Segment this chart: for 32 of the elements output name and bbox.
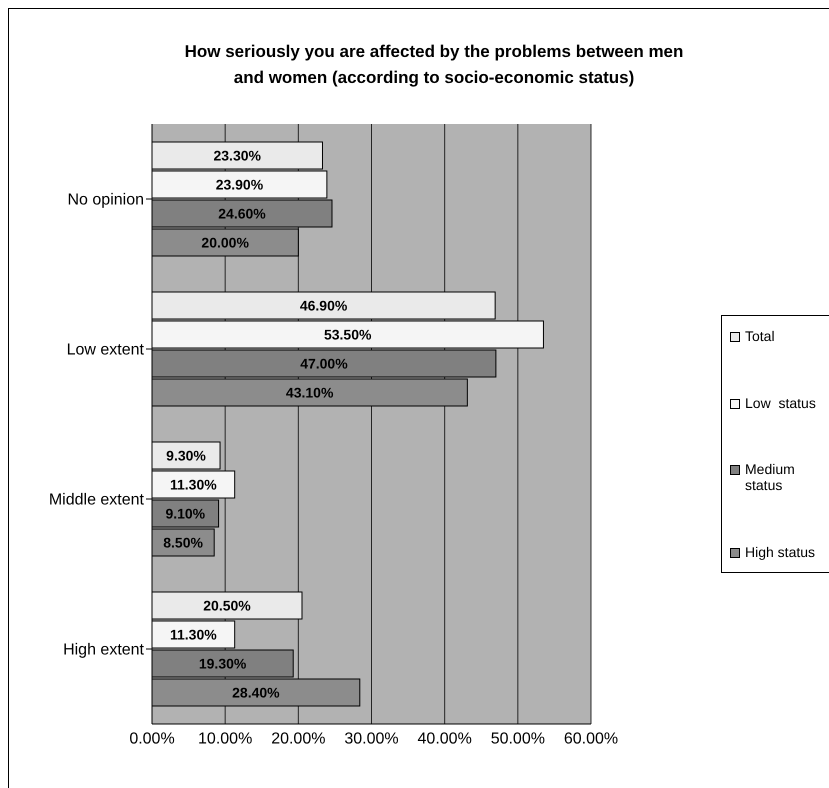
- data-label: 19.30%: [198, 655, 247, 672]
- data-label: 11.30%: [170, 476, 218, 492]
- data-label: 28.40%: [232, 684, 280, 700]
- y-tick-label: High extent: [63, 642, 145, 659]
- data-label: 47.00%: [300, 355, 348, 372]
- y-tick-label: No opinion: [68, 192, 144, 209]
- data-label: 20.00%: [201, 234, 250, 250]
- data-label: 11.30%: [170, 626, 218, 642]
- x-tick-label: 20.00%: [271, 730, 326, 748]
- chart-title: How seriously you are affected by the problems between men and women (according to socio-economic status): [184, 41, 684, 89]
- y-tick-label: Middle extent: [48, 492, 145, 509]
- x-tick-label: 60.00%: [564, 730, 618, 748]
- data-label: 43.10%: [286, 384, 334, 400]
- x-tick-label: 40.00%: [418, 730, 472, 748]
- data-label: 9.30%: [166, 447, 206, 464]
- x-tick-label: 0.00%: [129, 730, 175, 748]
- data-label: 24.60%: [218, 205, 266, 222]
- data-label: 9.10%: [165, 505, 206, 522]
- data-label: 20.50%: [203, 597, 252, 614]
- data-label: 53.50%: [324, 326, 372, 342]
- x-tick-label: 50.00%: [490, 730, 545, 748]
- x-tick-label: 30.00%: [344, 730, 399, 748]
- x-tick-label: 10.00%: [198, 730, 252, 748]
- data-label: 8.50%: [163, 534, 204, 550]
- legend-label: High status: [745, 544, 816, 560]
- data-label: 46.90%: [300, 297, 348, 314]
- data-label: 23.30%: [213, 147, 262, 164]
- data-label: 23.90%: [216, 176, 264, 192]
- legend-label: Total: [745, 328, 776, 344]
- y-tick-label: Low extent: [66, 342, 145, 359]
- legend-label: Low status: [745, 394, 817, 411]
- legend-label: Medium status: [745, 461, 796, 494]
